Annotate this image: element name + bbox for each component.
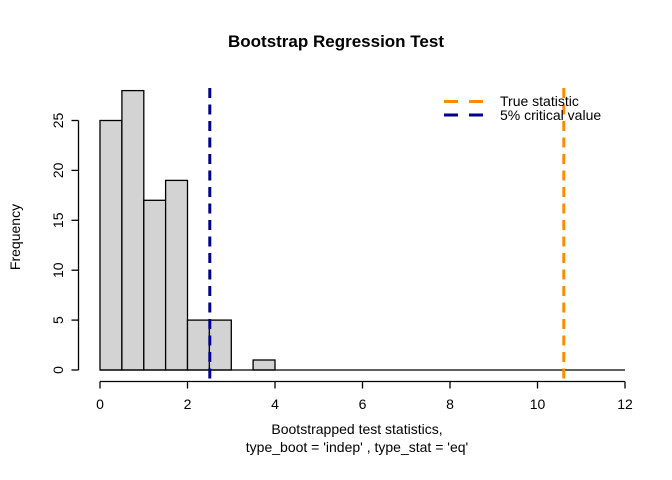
y-tick-label: 25	[50, 113, 66, 129]
y-tick-label: 15	[50, 212, 66, 228]
x-tick-label: 4	[271, 396, 279, 412]
histogram-bar	[208, 319, 232, 371]
x-tick-label: 2	[184, 396, 192, 412]
histogram-bar	[143, 199, 167, 371]
x-axis-label-line2: type_boot = 'indep' , type_stat = 'eq'	[246, 439, 468, 455]
histogram-bar	[164, 179, 189, 371]
histogram-bar	[99, 119, 123, 371]
y-axis: 0 5 10 15 20 25	[50, 113, 80, 374]
x-axis: 0 2 4 6 8 10 12	[96, 380, 633, 412]
x-tick-label: 0	[96, 396, 104, 412]
histogram-bar	[252, 359, 276, 371]
legend-label-critical-value: 5% critical value	[500, 107, 601, 123]
x-tick-label: 12	[617, 396, 633, 412]
x-tick-label: 6	[359, 396, 367, 412]
y-tick-label: 20	[50, 162, 66, 178]
histogram-bar	[186, 319, 211, 371]
legend: True statistic 5% critical value	[444, 93, 601, 123]
y-tick-label: 10	[50, 262, 66, 278]
chart-title: Bootstrap Regression Test	[228, 32, 444, 51]
histogram-bar	[121, 89, 145, 371]
y-tick-label: 5	[50, 316, 66, 324]
reference-vlines	[208, 88, 566, 381]
y-axis-label: Frequency	[7, 204, 23, 270]
x-tick-label: 8	[446, 396, 454, 412]
y-tick-label: 0	[50, 366, 66, 374]
x-axis-label-line1: Bootstrapped test statistics,	[271, 421, 442, 437]
x-tick-label: 10	[530, 396, 546, 412]
legend-label-true-statistic: True statistic	[500, 93, 579, 109]
histogram-bars	[99, 89, 625, 371]
